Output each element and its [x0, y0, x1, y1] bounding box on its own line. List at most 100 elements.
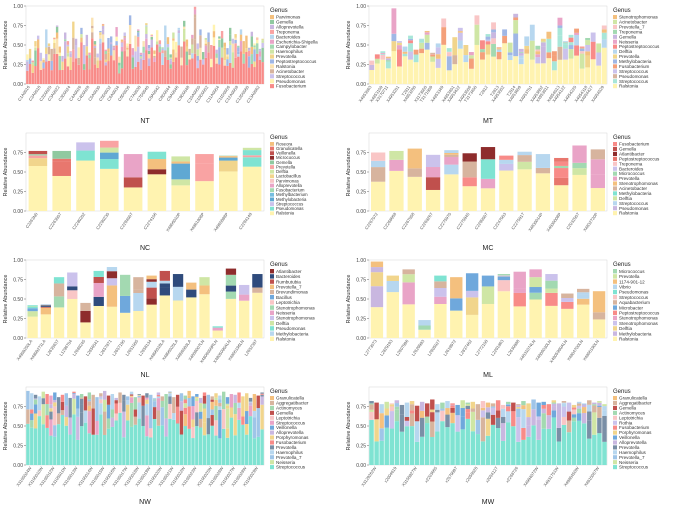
legend-swatch	[270, 74, 274, 78]
bar-segment	[210, 426, 213, 465]
bar-segment	[30, 420, 33, 428]
bar-segment	[430, 412, 434, 421]
bar-segment	[145, 398, 148, 400]
bar	[107, 267, 117, 338]
bar	[444, 150, 458, 211]
bar-segment	[56, 29, 58, 33]
bar	[410, 401, 414, 465]
bar-segment	[391, 34, 396, 41]
bar-segment	[458, 33, 463, 41]
bar-segment	[94, 41, 96, 44]
bar-segment	[133, 290, 143, 293]
y-tick-label: 0.25	[13, 444, 23, 450]
bar-segment	[99, 31, 101, 32]
bar-segment	[572, 168, 586, 175]
bar-segment	[164, 394, 167, 418]
bar-segment	[113, 50, 115, 60]
bar-segment	[476, 434, 480, 465]
bar-segment	[419, 39, 424, 40]
bar-segment	[587, 400, 591, 405]
bar-segment	[245, 424, 248, 435]
bar-segment	[237, 47, 239, 51]
bar-segment	[130, 427, 133, 465]
bar-segment	[405, 403, 409, 417]
legend-swatch	[270, 193, 274, 197]
bar-segment	[574, 29, 579, 33]
bar-segment	[389, 160, 403, 171]
bar-segment	[49, 436, 52, 465]
bar-segment	[115, 37, 117, 41]
legend-swatch	[270, 161, 274, 165]
bar-segment	[83, 45, 85, 64]
legend-swatch	[270, 59, 274, 63]
bar	[53, 37, 55, 84]
bar-segment	[491, 38, 496, 44]
bar-segment	[94, 44, 96, 45]
bar-segment	[52, 151, 71, 159]
bar	[72, 22, 74, 84]
bar-segment	[430, 53, 435, 54]
bar-segment	[175, 42, 177, 52]
bar-segment	[80, 28, 82, 34]
bar	[53, 392, 56, 465]
bar-segment	[207, 33, 209, 42]
bar-segment	[27, 308, 37, 311]
bar-segment	[30, 414, 33, 421]
bar-segment	[45, 29, 47, 47]
bar-segment	[450, 298, 462, 310]
bar-segment	[371, 167, 385, 182]
bar-segment	[444, 157, 458, 165]
bar-segment	[371, 182, 385, 211]
y-tick-label: 0.25	[356, 190, 366, 196]
bar-segment	[251, 47, 253, 54]
bar-segment	[546, 32, 551, 39]
bar-segment	[84, 396, 87, 410]
bar-segment	[403, 52, 408, 54]
legend-title: Genus	[613, 8, 631, 14]
bar	[524, 36, 529, 84]
bar-segment	[535, 49, 540, 51]
bar-segment	[374, 441, 378, 465]
bar-segment	[53, 48, 55, 54]
bar-segment	[224, 60, 226, 66]
bar-segment	[450, 413, 454, 423]
bar	[517, 152, 531, 211]
bar-segment	[557, 441, 561, 465]
bar-segment	[403, 54, 408, 57]
bar-segment	[191, 53, 193, 58]
bar	[210, 45, 212, 84]
bar-segment	[386, 60, 391, 62]
bar-segment	[256, 40, 258, 44]
bar-segment	[218, 403, 221, 407]
bar-segment	[577, 421, 581, 465]
bar-segment	[146, 305, 156, 338]
bar	[230, 394, 233, 465]
bar-segment	[34, 41, 36, 46]
bar-segment	[577, 406, 581, 409]
bar-segment	[491, 408, 495, 415]
bar-segment	[391, 41, 396, 51]
bar-segment	[602, 33, 607, 40]
bar-segment	[161, 50, 163, 53]
legend-swatch	[270, 184, 274, 188]
bar-segment	[191, 38, 193, 44]
legend-label: Ralstonia	[619, 337, 639, 342]
bar	[75, 39, 77, 84]
bar-segment	[118, 57, 120, 63]
x-tick-label: C2274106	[143, 211, 159, 230]
legend-swatch	[270, 305, 274, 309]
bar	[245, 36, 247, 84]
bar	[67, 272, 77, 338]
bar-segment	[585, 38, 590, 40]
bar-segment	[514, 306, 526, 338]
bar-segment	[207, 42, 209, 52]
legend-swatch	[270, 170, 274, 174]
bar-segment	[535, 46, 540, 50]
bar-segment	[260, 394, 263, 395]
bar	[30, 393, 33, 465]
bar-segment	[591, 175, 605, 188]
legend-swatch	[270, 450, 274, 454]
bar-segment	[466, 404, 470, 406]
bar	[481, 147, 495, 211]
